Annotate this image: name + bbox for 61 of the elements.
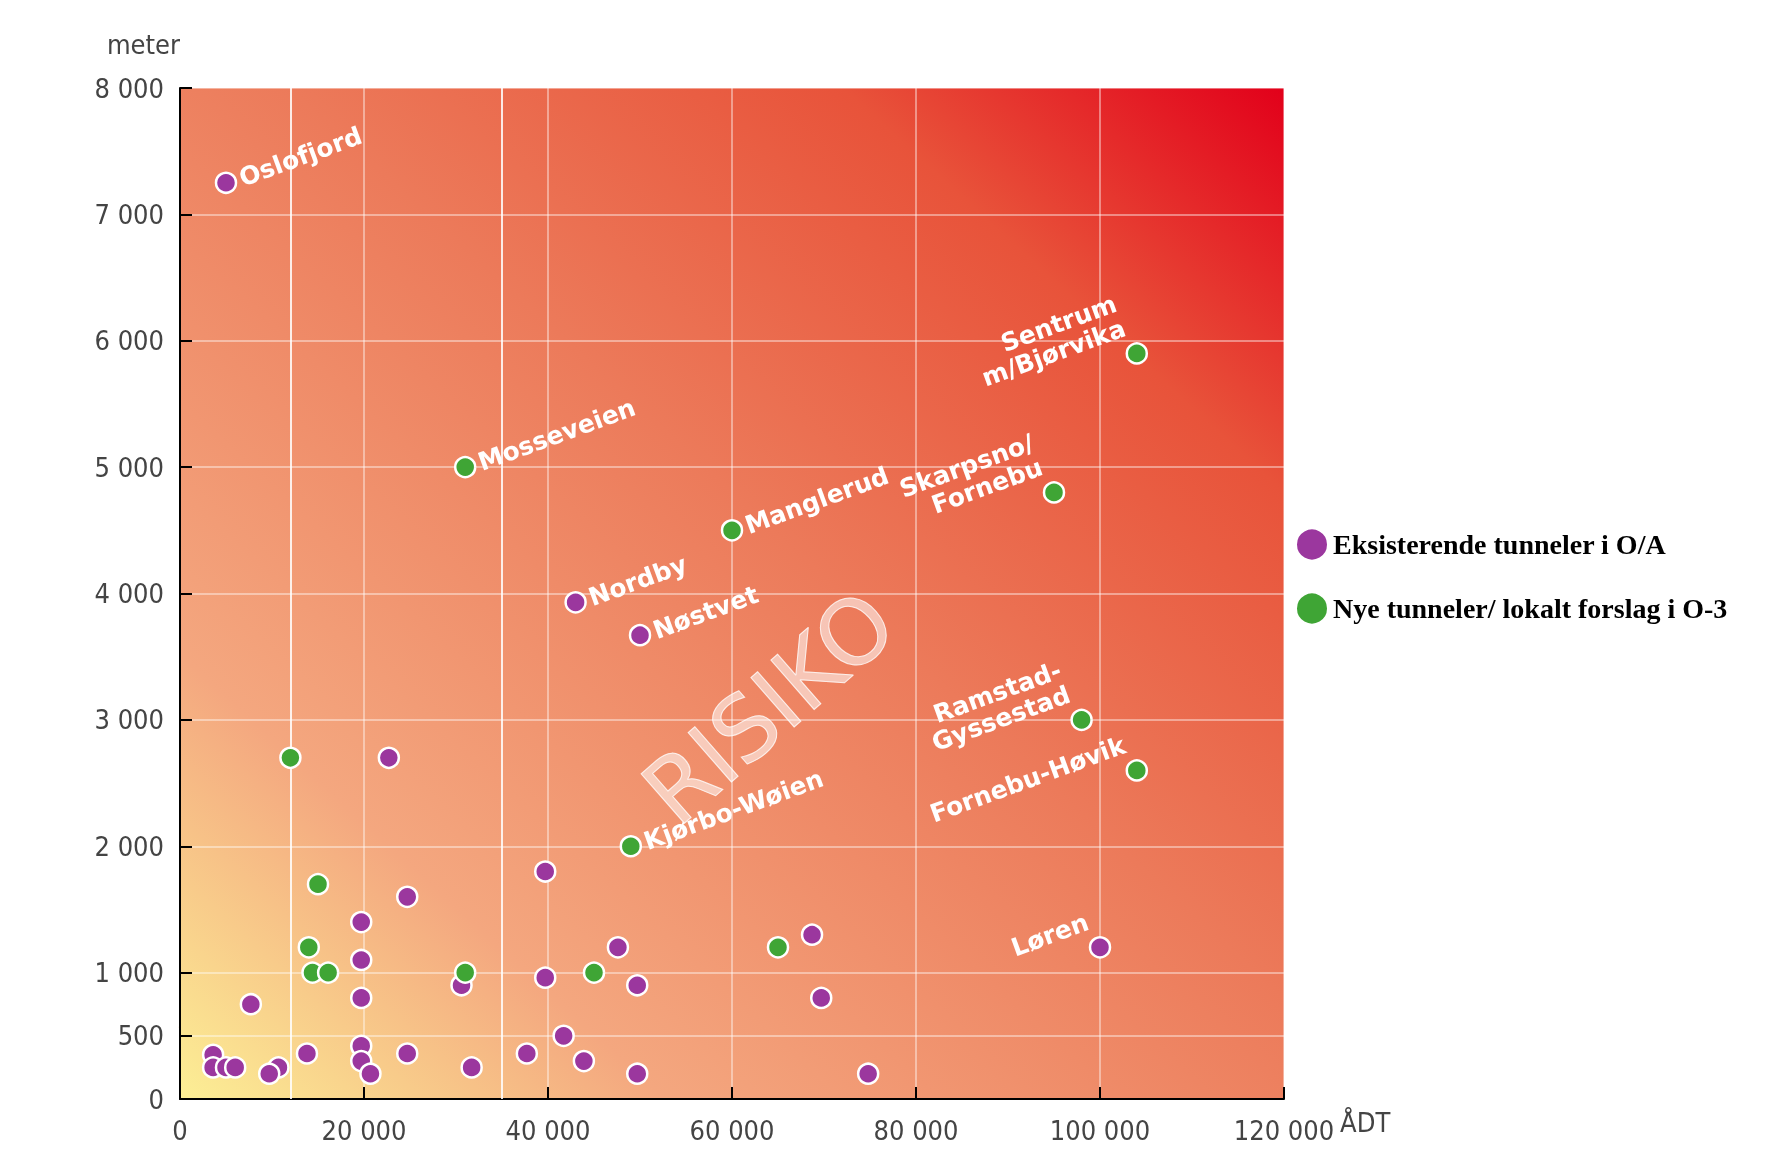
x-tick-label: 80 000 <box>873 1115 959 1146</box>
point <box>306 872 330 896</box>
y-tick-label: 3 000 <box>94 704 164 736</box>
point <box>453 455 477 479</box>
point <box>239 992 263 1016</box>
y-tick-label: 0 <box>148 1083 164 1115</box>
point <box>856 1062 880 1085</box>
point <box>359 1062 382 1085</box>
point <box>1088 936 1112 959</box>
legend-label: Nye tunneler/ lokalt forslag i O-3 <box>1333 593 1728 624</box>
y-tick-label: 5 000 <box>94 451 164 483</box>
point <box>316 961 340 984</box>
point <box>572 1049 596 1073</box>
point <box>626 974 649 997</box>
point <box>534 966 557 989</box>
point <box>626 1062 649 1085</box>
point <box>258 1062 281 1085</box>
point <box>279 746 302 770</box>
point <box>564 591 587 614</box>
point <box>1125 342 1149 365</box>
annotation: Løren <box>1007 907 1093 963</box>
point <box>619 835 643 858</box>
point <box>515 1042 539 1065</box>
point <box>350 948 373 972</box>
point <box>720 519 744 542</box>
x-tick-label: 60 000 <box>689 1115 775 1146</box>
point <box>223 1056 247 1079</box>
y-tick-label: 500 <box>117 1020 164 1052</box>
point <box>453 961 477 984</box>
x-tick-label: 100 000 <box>1049 1115 1151 1146</box>
y-tick-label: 7 000 <box>94 198 164 230</box>
x-tick-label: 120 000 <box>1233 1115 1335 1146</box>
point <box>396 885 419 909</box>
y-axis-title: meter <box>106 29 181 60</box>
point <box>606 936 630 959</box>
y-tick-label: 1 000 <box>94 957 164 989</box>
point <box>534 860 557 883</box>
point <box>810 986 833 1010</box>
point <box>350 910 373 934</box>
point <box>766 936 790 959</box>
y-tick-label: 8 000 <box>94 72 164 104</box>
legend-label: Eksisterende tunneler i O/A <box>1333 529 1667 560</box>
x-tick-label: 0 <box>172 1115 188 1146</box>
point <box>377 746 401 770</box>
y-tick-label: 4 000 <box>94 578 164 609</box>
point <box>582 961 606 984</box>
point <box>214 171 238 195</box>
point <box>1042 481 1066 504</box>
y-tick-label: 6 000 <box>94 325 164 357</box>
point <box>460 1056 483 1079</box>
x-tick-label: 40 000 <box>505 1115 591 1146</box>
x-axis-title: ÅDT <box>1340 1107 1391 1138</box>
point <box>552 1024 575 1048</box>
point <box>1070 708 1093 732</box>
point <box>295 1042 319 1065</box>
point <box>800 923 824 946</box>
x-tick-label: 20 000 <box>321 1115 407 1146</box>
point <box>350 986 373 1010</box>
point <box>297 936 321 959</box>
y-tick-label: 2 000 <box>94 830 164 862</box>
point <box>396 1042 419 1065</box>
